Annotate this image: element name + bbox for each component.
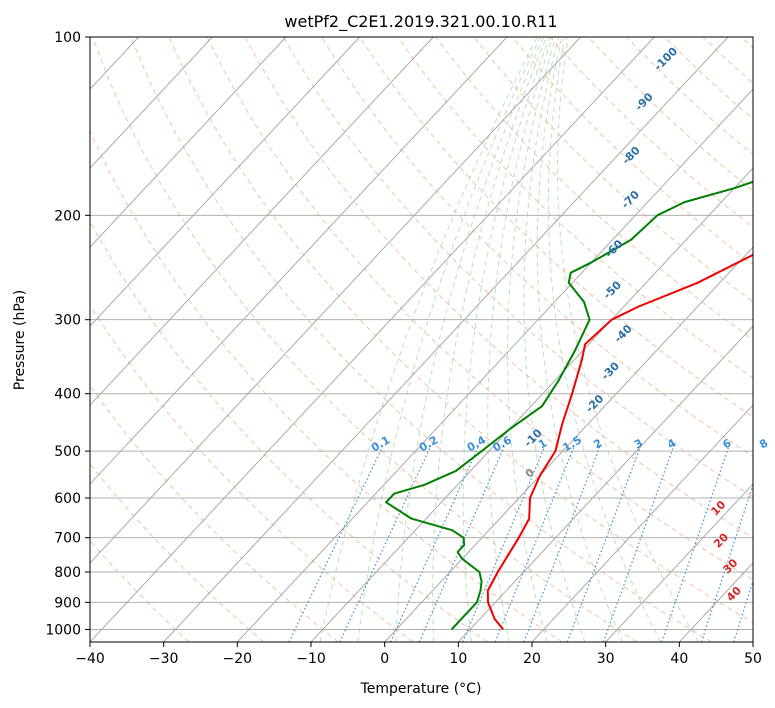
mixing-ratio-label: 4 — [665, 436, 678, 451]
isotherm-line — [753, 37, 775, 642]
height-label: -30 — [599, 359, 622, 382]
mixing-ratio-line — [734, 447, 775, 642]
temperature-label: 40 — [724, 584, 744, 604]
mixing-ratio-label: 2 — [591, 436, 604, 451]
height-label: -70 — [619, 188, 642, 211]
x-tick-label: −30 — [149, 651, 179, 667]
dry-adiabat-line — [0, 37, 413, 642]
y-tick-label: 600 — [54, 491, 81, 507]
dry-adiabat-line — [665, 37, 775, 642]
height-label: -60 — [602, 237, 625, 260]
dry-adiabat-line — [0, 37, 263, 642]
y-axis-title: Pressure (hPa) — [12, 290, 28, 390]
mixing-ratio-label: 8 — [757, 436, 770, 451]
y-tick-label: 800 — [54, 565, 81, 581]
isotherm-line — [16, 37, 580, 642]
isotherm-line — [237, 37, 775, 642]
dry-adiabat-line — [169, 37, 775, 642]
mixing-ratio-line — [603, 447, 673, 642]
x-axis: −40 −30 −20 −10 0 10 20 30 40 50 — [75, 642, 762, 667]
height-label: -40 — [612, 322, 635, 345]
temperature-label: 20 — [711, 530, 731, 550]
y-tick-label: 1000 — [45, 622, 81, 638]
grid-lines — [0, 37, 775, 642]
x-tick-label: 40 — [670, 651, 688, 667]
y-tick-label: 900 — [54, 595, 81, 611]
isotherm-line — [0, 37, 286, 642]
y-axis: 100 200 300 400 500 600 700 800 900 1000 — [45, 30, 90, 638]
x-tick-label: 30 — [597, 651, 615, 667]
moist-adiabat-line — [558, 37, 699, 642]
dry-adiabat-line — [283, 37, 775, 642]
height-label: -20 — [583, 392, 606, 415]
height-label: -80 — [620, 144, 643, 167]
temperature-label: 10 — [708, 498, 728, 518]
x-tick-label: −10 — [296, 651, 326, 667]
dry-adiabat-line — [703, 37, 775, 642]
height-label: -90 — [633, 90, 656, 113]
x-tick-label: 10 — [449, 651, 467, 667]
height-label: -50 — [601, 278, 624, 301]
dry-adiabat-line — [741, 37, 775, 642]
background-lines — [0, 37, 775, 642]
chart-title: wetPf2_C2E1.2019.321.00.10.R11 — [284, 12, 557, 32]
x-axis-title: Temperature (°C) — [360, 681, 482, 697]
y-tick-label: 500 — [54, 444, 81, 460]
x-tick-label: 20 — [523, 651, 541, 667]
y-tick-label: 400 — [54, 387, 81, 403]
mixing-ratio-line — [701, 447, 765, 642]
moist-adiabat-line — [463, 37, 549, 642]
mixing-ratio-label: 6 — [720, 436, 733, 451]
mixing-ratio-line — [340, 447, 431, 642]
isotherm-line — [0, 37, 507, 642]
dry-adiabat-line — [0, 37, 338, 642]
isotherm-line — [0, 37, 360, 642]
moist-adiabat-line — [358, 37, 540, 642]
y-tick-label: 200 — [54, 208, 81, 224]
mixing-ratio-line — [289, 447, 383, 642]
x-tick-label: 0 — [380, 651, 389, 667]
x-tick-label: 50 — [744, 651, 762, 667]
mixing-ratio-line — [567, 447, 640, 642]
x-tick-label: −20 — [223, 651, 253, 667]
y-tick-label: 300 — [54, 313, 81, 329]
isotherm-line — [0, 37, 212, 642]
isotherm-line — [90, 37, 654, 642]
dry-adiabat-line — [0, 37, 189, 642]
y-tick-label: 100 — [54, 30, 81, 46]
moist-adiabat-line — [320, 37, 537, 642]
dry-adiabat-line — [550, 37, 775, 642]
isotherm-line — [0, 37, 433, 642]
dry-adiabat-line — [398, 37, 775, 642]
isotherm-line — [679, 37, 775, 642]
x-tick-label: −40 — [75, 651, 105, 667]
mixing-ratio-line — [770, 447, 775, 642]
dry-adiabat-line — [17, 37, 488, 642]
moist-adiabat-line — [508, 37, 556, 642]
isotherm-line — [0, 37, 65, 642]
y-tick-label: 700 — [54, 531, 81, 547]
isotherm-line — [606, 37, 775, 642]
plot-frame — [90, 37, 753, 642]
moist-adiabat-line — [433, 37, 547, 642]
dry-adiabat-line — [322, 37, 775, 642]
isotherm-line — [164, 37, 728, 642]
isotherm-line — [532, 37, 775, 642]
